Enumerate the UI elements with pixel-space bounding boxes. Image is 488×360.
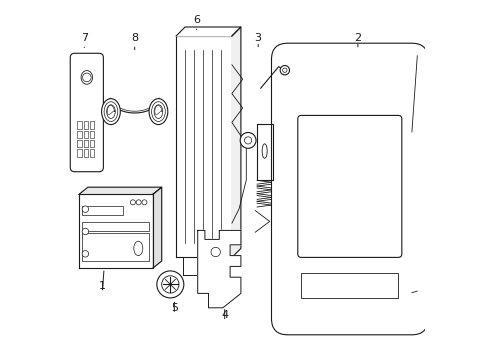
FancyBboxPatch shape <box>271 43 427 335</box>
Circle shape <box>280 66 289 75</box>
Circle shape <box>130 200 135 205</box>
Ellipse shape <box>157 271 183 298</box>
Bar <box>89 121 94 129</box>
Circle shape <box>211 247 220 257</box>
Text: 8: 8 <box>131 33 138 43</box>
Polygon shape <box>152 187 162 268</box>
Circle shape <box>142 200 146 205</box>
Circle shape <box>82 251 88 257</box>
Polygon shape <box>197 230 241 308</box>
Ellipse shape <box>151 102 165 122</box>
Ellipse shape <box>81 71 92 84</box>
Text: 5: 5 <box>170 303 178 313</box>
Ellipse shape <box>134 241 142 256</box>
Bar <box>77 140 82 147</box>
Bar <box>89 131 94 138</box>
Bar <box>82 233 149 261</box>
Text: 1: 1 <box>99 281 105 291</box>
Circle shape <box>244 137 251 144</box>
Bar <box>77 149 82 157</box>
Bar <box>82 222 149 231</box>
Ellipse shape <box>154 105 163 118</box>
Circle shape <box>136 200 141 205</box>
Bar <box>82 206 123 215</box>
Polygon shape <box>79 187 162 194</box>
Text: 4: 4 <box>221 310 228 320</box>
Ellipse shape <box>262 144 266 158</box>
Text: 7: 7 <box>81 33 88 43</box>
Ellipse shape <box>162 276 179 293</box>
FancyBboxPatch shape <box>297 116 401 257</box>
Ellipse shape <box>149 99 167 125</box>
Bar <box>77 131 82 138</box>
Ellipse shape <box>104 102 118 122</box>
Bar <box>89 140 94 147</box>
Text: 2: 2 <box>354 33 361 43</box>
Text: 3: 3 <box>254 33 261 43</box>
FancyBboxPatch shape <box>70 53 103 172</box>
Polygon shape <box>231 27 241 257</box>
Bar <box>83 121 88 129</box>
Bar <box>83 149 88 157</box>
Bar <box>83 131 88 138</box>
Bar <box>83 140 88 147</box>
Text: 6: 6 <box>193 15 200 25</box>
Circle shape <box>82 228 88 235</box>
Polygon shape <box>79 194 152 268</box>
Bar <box>77 121 82 129</box>
Ellipse shape <box>102 99 120 125</box>
Bar <box>301 273 397 298</box>
Circle shape <box>82 73 91 82</box>
Ellipse shape <box>106 105 115 118</box>
Polygon shape <box>176 27 241 36</box>
Circle shape <box>82 206 88 212</box>
Circle shape <box>240 132 256 148</box>
Bar <box>89 149 94 157</box>
Circle shape <box>282 68 286 72</box>
